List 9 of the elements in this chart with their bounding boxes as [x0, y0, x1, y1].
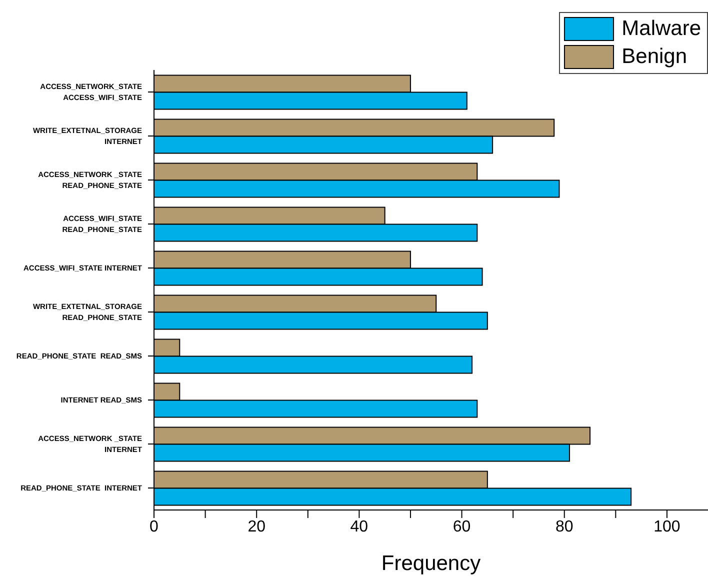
x-tick-label: 0 [150, 518, 159, 536]
legend-label: Malware [622, 17, 701, 41]
x-tick-label: 100 [654, 518, 680, 536]
x-tick-label: 20 [248, 518, 266, 536]
legend-label: Benign [622, 45, 688, 69]
x-tick-label: 80 [555, 518, 574, 536]
x-tick-label: 60 [452, 518, 471, 536]
x-tick-label: 40 [350, 518, 368, 536]
x-axis-title: Frequency [381, 552, 482, 575]
